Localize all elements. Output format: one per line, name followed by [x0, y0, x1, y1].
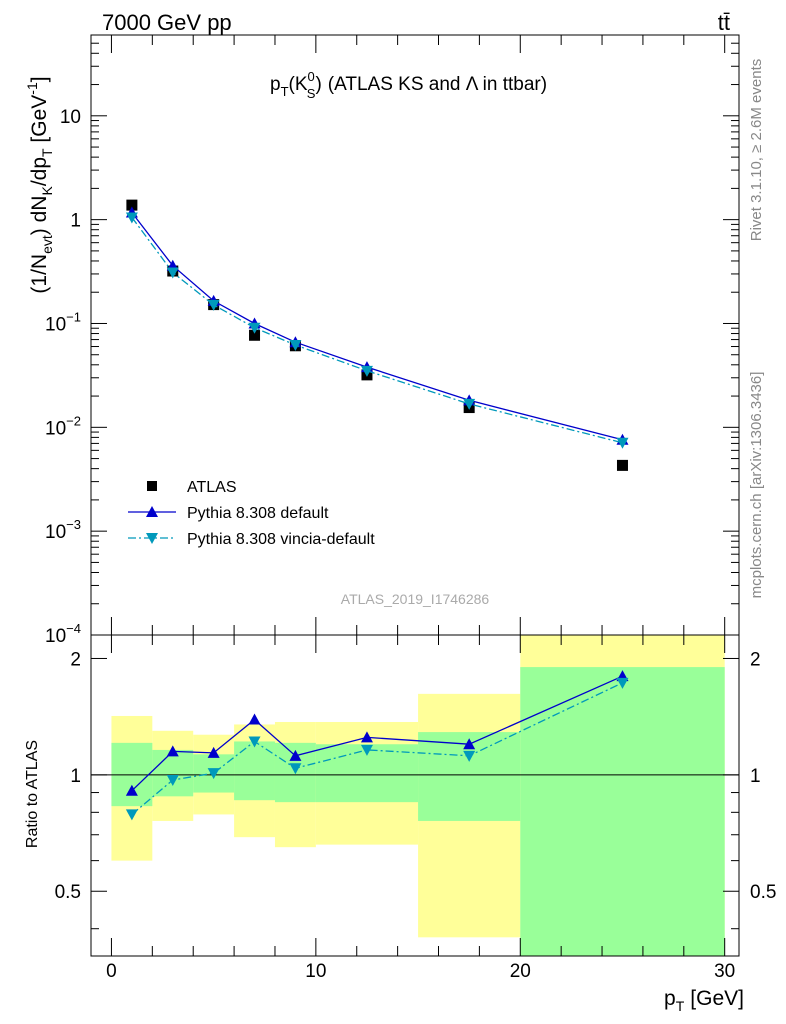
main-ytick-label: 10 — [60, 107, 81, 128]
chart-title: pT(K0 S) (ATLAS KS and Λ in ttbar) — [270, 69, 547, 101]
legend-marker-default — [146, 506, 158, 517]
main-vincia-point — [289, 340, 302, 352]
title-p: p — [270, 74, 281, 95]
ratio-ytick-label-left: 1 — [70, 766, 81, 787]
main-vincia-point — [248, 322, 261, 334]
ratio-vincia-point — [125, 809, 138, 821]
ratio-default-point — [248, 713, 261, 725]
main-atlas-point — [249, 329, 261, 341]
main-vincia-line — [131, 217, 623, 444]
main-atlas-point — [126, 199, 138, 211]
ratio-vincia-point — [463, 750, 476, 762]
title-rest: (ATLAS KS and Λ in ttbar) — [328, 74, 547, 95]
main-panel: 10 1 10−1 10−2 10−3 10−4 pT(K0 S) (ATLAS KS and… — [24, 34, 740, 647]
main-ytick-label: 10−1 — [45, 309, 81, 335]
ratio-default-point — [463, 738, 476, 750]
ratio-vincia-line — [131, 682, 623, 815]
ratio-ytick-label-right: 1 — [750, 766, 761, 787]
source-label: mcplots.cern.ch [arXiv:1306.3436] — [748, 372, 765, 599]
ratio-xtick-label: 10 — [305, 961, 326, 982]
main-axis-ticks: 10 1 10−1 10−2 10−3 10−4 — [45, 34, 739, 647]
title-k-close: ) — [315, 74, 321, 95]
main-vincia-point — [463, 398, 476, 410]
energy-label: 7000 GeV pp — [102, 10, 232, 35]
title-k-sup: 0 — [308, 69, 315, 84]
ratio-vincia-point — [207, 768, 220, 780]
ratio-ytick-label-right: 2 — [750, 649, 761, 670]
xlabel-t-sub: T — [676, 998, 685, 1014]
main-ytick-label: 10−2 — [45, 413, 81, 439]
ratio-xtick-label: 0 — [106, 961, 117, 982]
ratio-panel: 0.5 0.51 12 20 10 20 30 Ratio to ATLAS pT [GeV] — [24, 634, 776, 1014]
ratio-xlabel: pT [GeV] — [664, 987, 744, 1014]
main-ytick-label: 10−3 — [45, 517, 81, 543]
ratio-vincia-point — [166, 774, 179, 786]
legend-label-vincia: Pythia 8.308 vincia-default — [187, 531, 375, 548]
process-label: tt̄ — [718, 10, 730, 35]
analysis-id: ATLAS_2019_I1746286 — [341, 591, 490, 607]
main-vincia-point — [207, 299, 220, 311]
main-plot-area — [125, 199, 629, 471]
main-vincia-point — [166, 267, 179, 279]
main-default-line — [131, 212, 623, 441]
main-vincia-point — [360, 365, 373, 377]
legend-marker-vincia — [146, 533, 158, 544]
ratio-vincia-point — [289, 763, 302, 775]
ratio-default-point — [289, 749, 302, 761]
ratio-frame — [90, 634, 740, 957]
rivet-label: Rivet 3.1.10, ≥ 2.6M events — [748, 59, 765, 242]
legend-marker-atlas — [147, 481, 157, 491]
main-ytick-label: 1 — [70, 211, 81, 232]
ratio-ytick-label-left: 0.5 — [55, 882, 81, 903]
ratio-vincia-point — [248, 736, 261, 748]
band-green — [520, 667, 725, 956]
ratio-axis-ticks: 0.5 0.51 12 20 10 20 30 — [55, 635, 776, 982]
ratio-default-point — [125, 784, 138, 796]
xlabel-unit: [GeV] — [690, 987, 744, 1010]
legend-label-default: Pythia 8.308 default — [187, 505, 329, 522]
ratio-default-point — [360, 731, 373, 743]
title-t-sub: T — [281, 84, 289, 99]
ratio-plot-area — [91, 635, 739, 956]
legend-label-atlas: ATLAS — [187, 479, 237, 496]
main-vincia-point — [125, 212, 138, 224]
band-green — [152, 749, 194, 797]
ratio-default-point — [166, 745, 179, 757]
title-k-open: (K — [289, 74, 308, 95]
ratio-vincia-point — [360, 744, 373, 756]
ratio-ylabel: Ratio to ATLAS — [24, 740, 41, 848]
main-atlas-point — [616, 459, 628, 471]
main-ytick-label: 10−4 — [45, 621, 81, 647]
title-k-sub: S — [307, 86, 316, 101]
ratio-default-line — [131, 675, 623, 792]
main-ylabel: (1/Nevt) dNK/dpT [GeV-1] — [24, 76, 55, 293]
xlabel-p: p — [664, 987, 676, 1010]
ratio-default-point — [207, 746, 220, 758]
ratio-vincia-point — [616, 677, 629, 689]
ratio-ytick-label-right: 0.5 — [750, 882, 776, 903]
ratio-ytick-label-left: 2 — [70, 649, 81, 670]
main-vincia-point — [616, 437, 629, 449]
ratio-xtick-label: 20 — [510, 961, 531, 982]
ratio-xtick-label: 30 — [714, 961, 735, 982]
legend: ATLAS Pythia 8.308 default Pythia 8.308 … — [128, 479, 375, 548]
